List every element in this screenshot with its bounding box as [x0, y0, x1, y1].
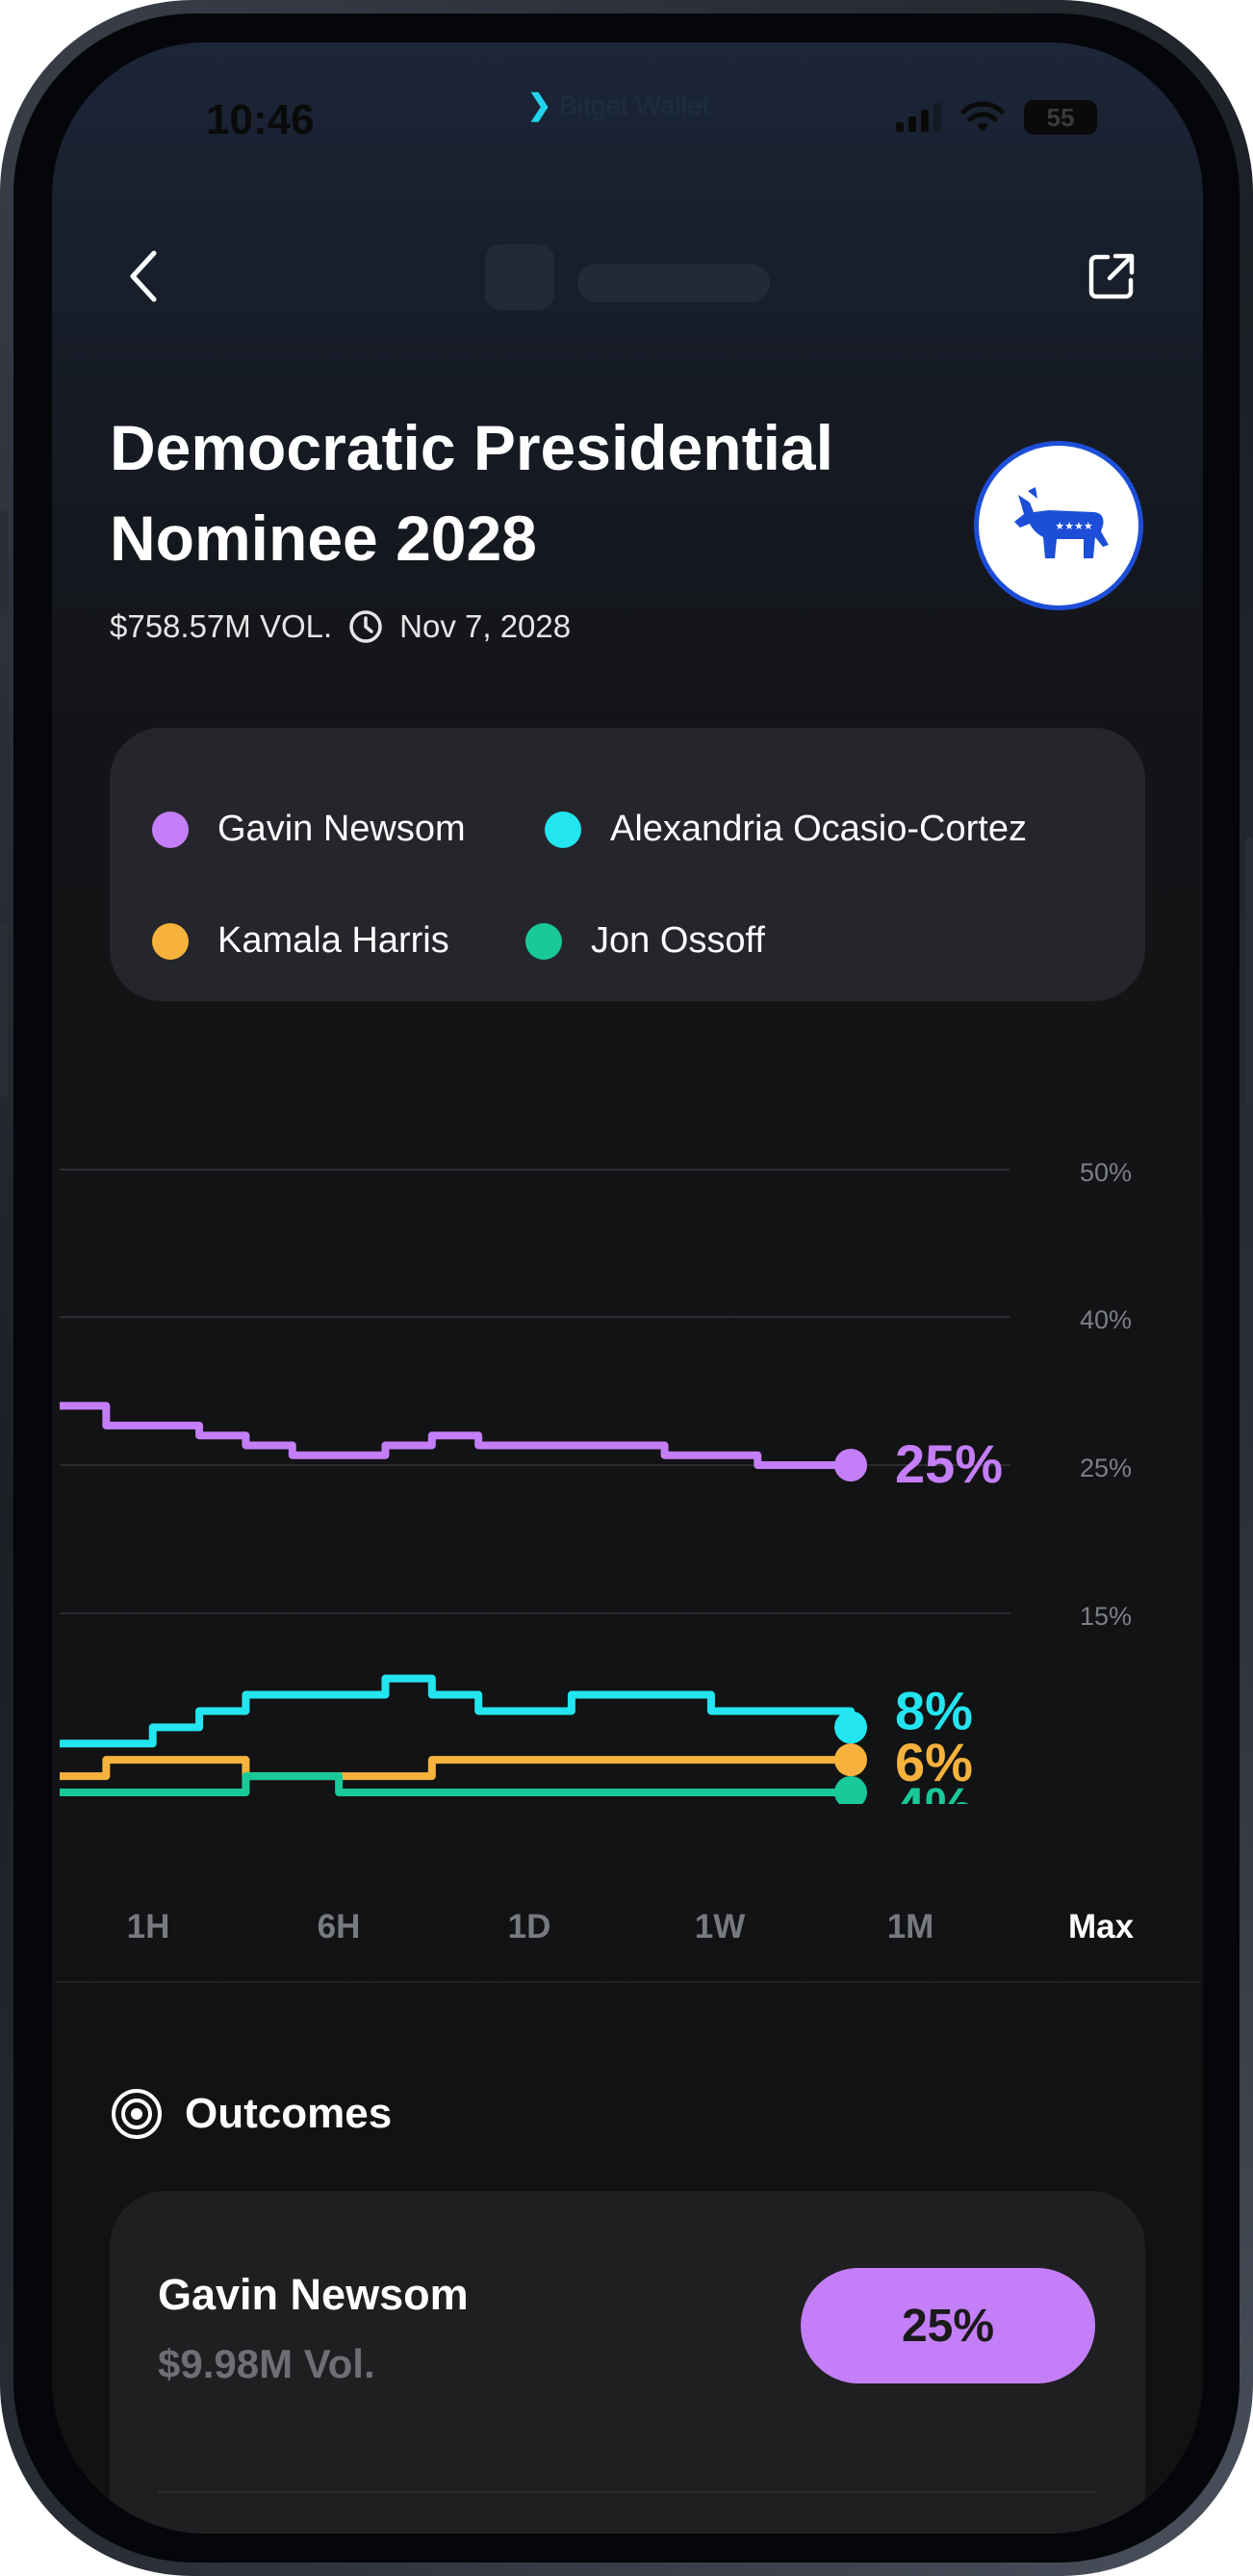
- screen: 10:46 ❯ Bitget Wallet 55 Democrat: [52, 42, 1203, 2534]
- cellular-signal-icon: [896, 103, 941, 132]
- loading-placeholder-icon: [485, 245, 554, 310]
- democratic-donkey-logo-icon: ★★★★: [974, 441, 1143, 610]
- range-6h[interactable]: 6H: [317, 1908, 361, 1945]
- status-app-label: ❯ Bitget Wallet: [527, 89, 709, 122]
- range-max[interactable]: Max: [1067, 1908, 1135, 1945]
- legend-item-harris[interactable]: Kamala Harris: [152, 920, 449, 962]
- target-icon: [112, 2089, 162, 2139]
- share-button[interactable]: [1078, 243, 1145, 310]
- series-line-2: [60, 1756, 851, 1781]
- status-indicators: 55: [896, 100, 1097, 135]
- series-end-label-3: 4%: [895, 1776, 973, 1804]
- legend-label: Kamala Harris: [217, 920, 449, 961]
- legend-label: Alexandria Ocasio-Cortez: [610, 809, 1027, 849]
- market-volume: $758.57M VOL.: [110, 608, 333, 644]
- series-end-label-1: 8%: [895, 1680, 973, 1740]
- outcome-name: Gavin Newsom: [158, 2270, 469, 2319]
- outcomes-heading: Outcomes: [185, 2090, 393, 2137]
- market-end-date: Nov 7, 2028: [399, 608, 572, 644]
- y-tick-label: 50%: [1080, 1158, 1132, 1187]
- market-meta: $758.57M VOL. Nov 7, 2028: [110, 608, 571, 645]
- back-button[interactable]: [110, 243, 177, 310]
- phone-volume-up: [0, 693, 8, 866]
- range-1w[interactable]: 1W: [694, 1908, 746, 1945]
- series-end-dot-3: [834, 1776, 867, 1809]
- series-end-dot-1: [834, 1711, 867, 1744]
- legend-label: Jon Ossoff: [591, 920, 765, 961]
- phone-power-button: [1245, 837, 1253, 1107]
- outcomes-header: Outcomes: [110, 2087, 392, 2141]
- outcome-divider: [158, 2491, 1097, 2493]
- chevron-left-icon: [130, 250, 157, 302]
- wifi-icon: [960, 101, 1005, 132]
- y-tick-label: 15%: [1080, 1602, 1132, 1631]
- loading-placeholder-title: [577, 264, 770, 302]
- range-1d[interactable]: 1D: [507, 1908, 551, 1945]
- chart-legend: Gavin Newsom Alexandria Ocasio-Cortez Ka…: [110, 728, 1145, 1001]
- legend-dot: [545, 811, 581, 848]
- battery-indicator: 55: [1024, 100, 1097, 135]
- legend-item-newsom[interactable]: Gavin Newsom: [152, 809, 466, 850]
- svg-text:★★★★: ★★★★: [1055, 520, 1093, 532]
- outcome-card[interactable]: Gavin Newsom $9.98M Vol. 25%: [110, 2191, 1145, 2534]
- app-chevron-icon: ❯: [527, 90, 552, 121]
- range-1m[interactable]: 1M: [886, 1908, 934, 1945]
- phone-side-button: [0, 510, 8, 616]
- range-1h[interactable]: 1H: [126, 1908, 170, 1945]
- series-end-label-2: 6%: [895, 1732, 973, 1792]
- y-tick-label: 25%: [1080, 1454, 1132, 1482]
- price-chart[interactable]: 50%40%25%15%25%8%6%4%10:50 Feb 04, 20261…: [52, 1072, 1203, 1865]
- series-line-1: [60, 1674, 855, 1748]
- series-line-0: [60, 1402, 851, 1469]
- series-end-dot-2: [834, 1743, 867, 1777]
- status-app-name: Bitget Wallet: [559, 90, 710, 120]
- status-time: 10:46: [206, 96, 315, 143]
- legend-dot: [152, 811, 189, 848]
- outcome-volume: $9.98M Vol.: [158, 2341, 375, 2386]
- legend-item-ocasio-cortez[interactable]: Alexandria Ocasio-Cortez: [545, 809, 1027, 850]
- top-nav: [52, 225, 1203, 322]
- outcome-probability-button[interactable]: 25%: [801, 2268, 1095, 2383]
- legend-dot: [525, 922, 562, 960]
- clock-icon: [347, 608, 384, 645]
- legend-label: Gavin Newsom: [217, 809, 466, 849]
- share-external-icon: [1088, 253, 1135, 299]
- legend-dot: [152, 922, 189, 960]
- section-divider: [56, 1981, 1199, 1983]
- phone-volume-down: [0, 924, 8, 1097]
- y-tick-label: 40%: [1080, 1305, 1132, 1334]
- price-chart-svg: 50%40%25%15%25%8%6%4%10:50 Feb 04, 20261…: [60, 1158, 1132, 1865]
- time-range-selector: 1H 6H 1D 1W 1M Max: [52, 1908, 1203, 1975]
- series-end-dot-0: [834, 1449, 867, 1481]
- series-end-label-0: 25%: [895, 1433, 1003, 1494]
- legend-item-ossoff[interactable]: Jon Ossoff: [525, 920, 765, 962]
- market-title: Democratic Presidential Nominee 2028: [110, 412, 833, 574]
- series-line-3: [60, 1772, 851, 1796]
